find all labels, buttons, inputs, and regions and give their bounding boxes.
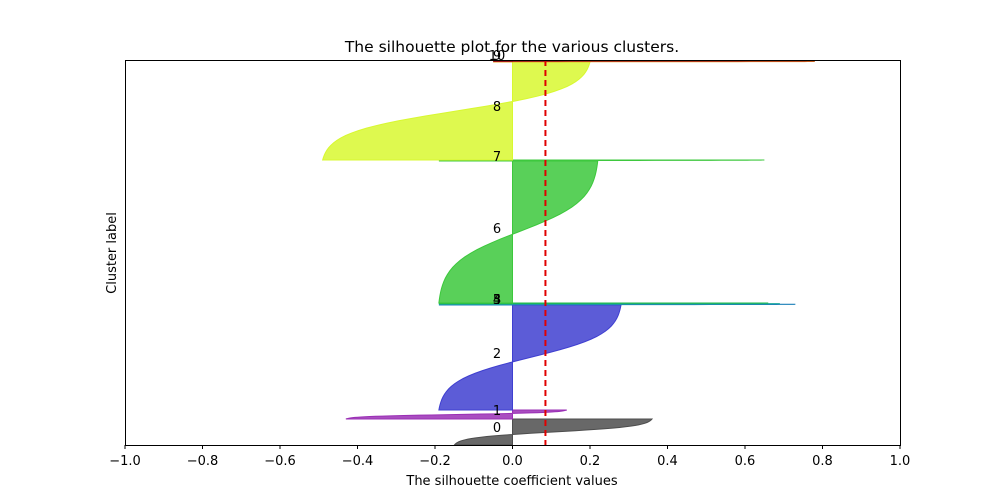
- cluster-8-silhouette: [321, 61, 591, 161]
- x-tick-label: −0.8: [187, 454, 219, 469]
- cluster-2-silhouette: [438, 304, 622, 411]
- cluster-label-10: 10: [489, 49, 506, 64]
- x-tick-label: 0.2: [580, 454, 601, 469]
- x-tick-label: −0.6: [264, 454, 296, 469]
- cluster-label-5: 5: [493, 293, 501, 308]
- x-tick-label: −0.2: [419, 454, 451, 469]
- cluster-label-1: 1: [493, 404, 501, 419]
- cluster-10-silhouette: [493, 60, 815, 62]
- cluster-label-0: 0: [493, 421, 501, 436]
- x-tick-label: 0.0: [502, 454, 523, 469]
- cluster-label-3: 3: [493, 293, 501, 308]
- cluster-6-silhouette: [438, 160, 599, 304]
- cluster-label-8: 8: [493, 100, 501, 115]
- cluster-0-silhouette: [453, 418, 654, 446]
- x-tick-label: 1.0: [890, 454, 911, 469]
- x-tick-label: −0.4: [342, 454, 374, 469]
- x-tick-label: 0.8: [812, 454, 833, 469]
- x-axis: −1.0 −0.8 −0.6 −0.4 −0.2 0.0 0.2 0.4 0.6 0.8 1.0: [109, 445, 910, 469]
- cluster-label-7: 7: [493, 150, 501, 165]
- plot-area: [321, 60, 815, 446]
- cluster-7-silhouette: [438, 159, 765, 162]
- cluster-1-silhouette: [345, 409, 567, 420]
- cluster-label-6: 6: [493, 222, 501, 237]
- cluster-label-4: 4: [493, 293, 501, 308]
- cluster-labels: 0 1 2 345 6 7 8 910: [489, 49, 506, 436]
- chart-title: The silhouette plot for the various clus…: [344, 38, 679, 56]
- cluster-label-2: 2: [493, 347, 501, 362]
- x-tick-label: −1.0: [109, 454, 141, 469]
- cluster-5-silhouette: [438, 302, 769, 305]
- cluster-label-9: 9: [493, 49, 501, 64]
- y-axis-label: Cluster label: [105, 212, 120, 294]
- x-axis-label: The silhouette coefficient values: [405, 474, 617, 489]
- x-tick-label: 0.6: [735, 454, 756, 469]
- x-tick-label: 0.4: [657, 454, 678, 469]
